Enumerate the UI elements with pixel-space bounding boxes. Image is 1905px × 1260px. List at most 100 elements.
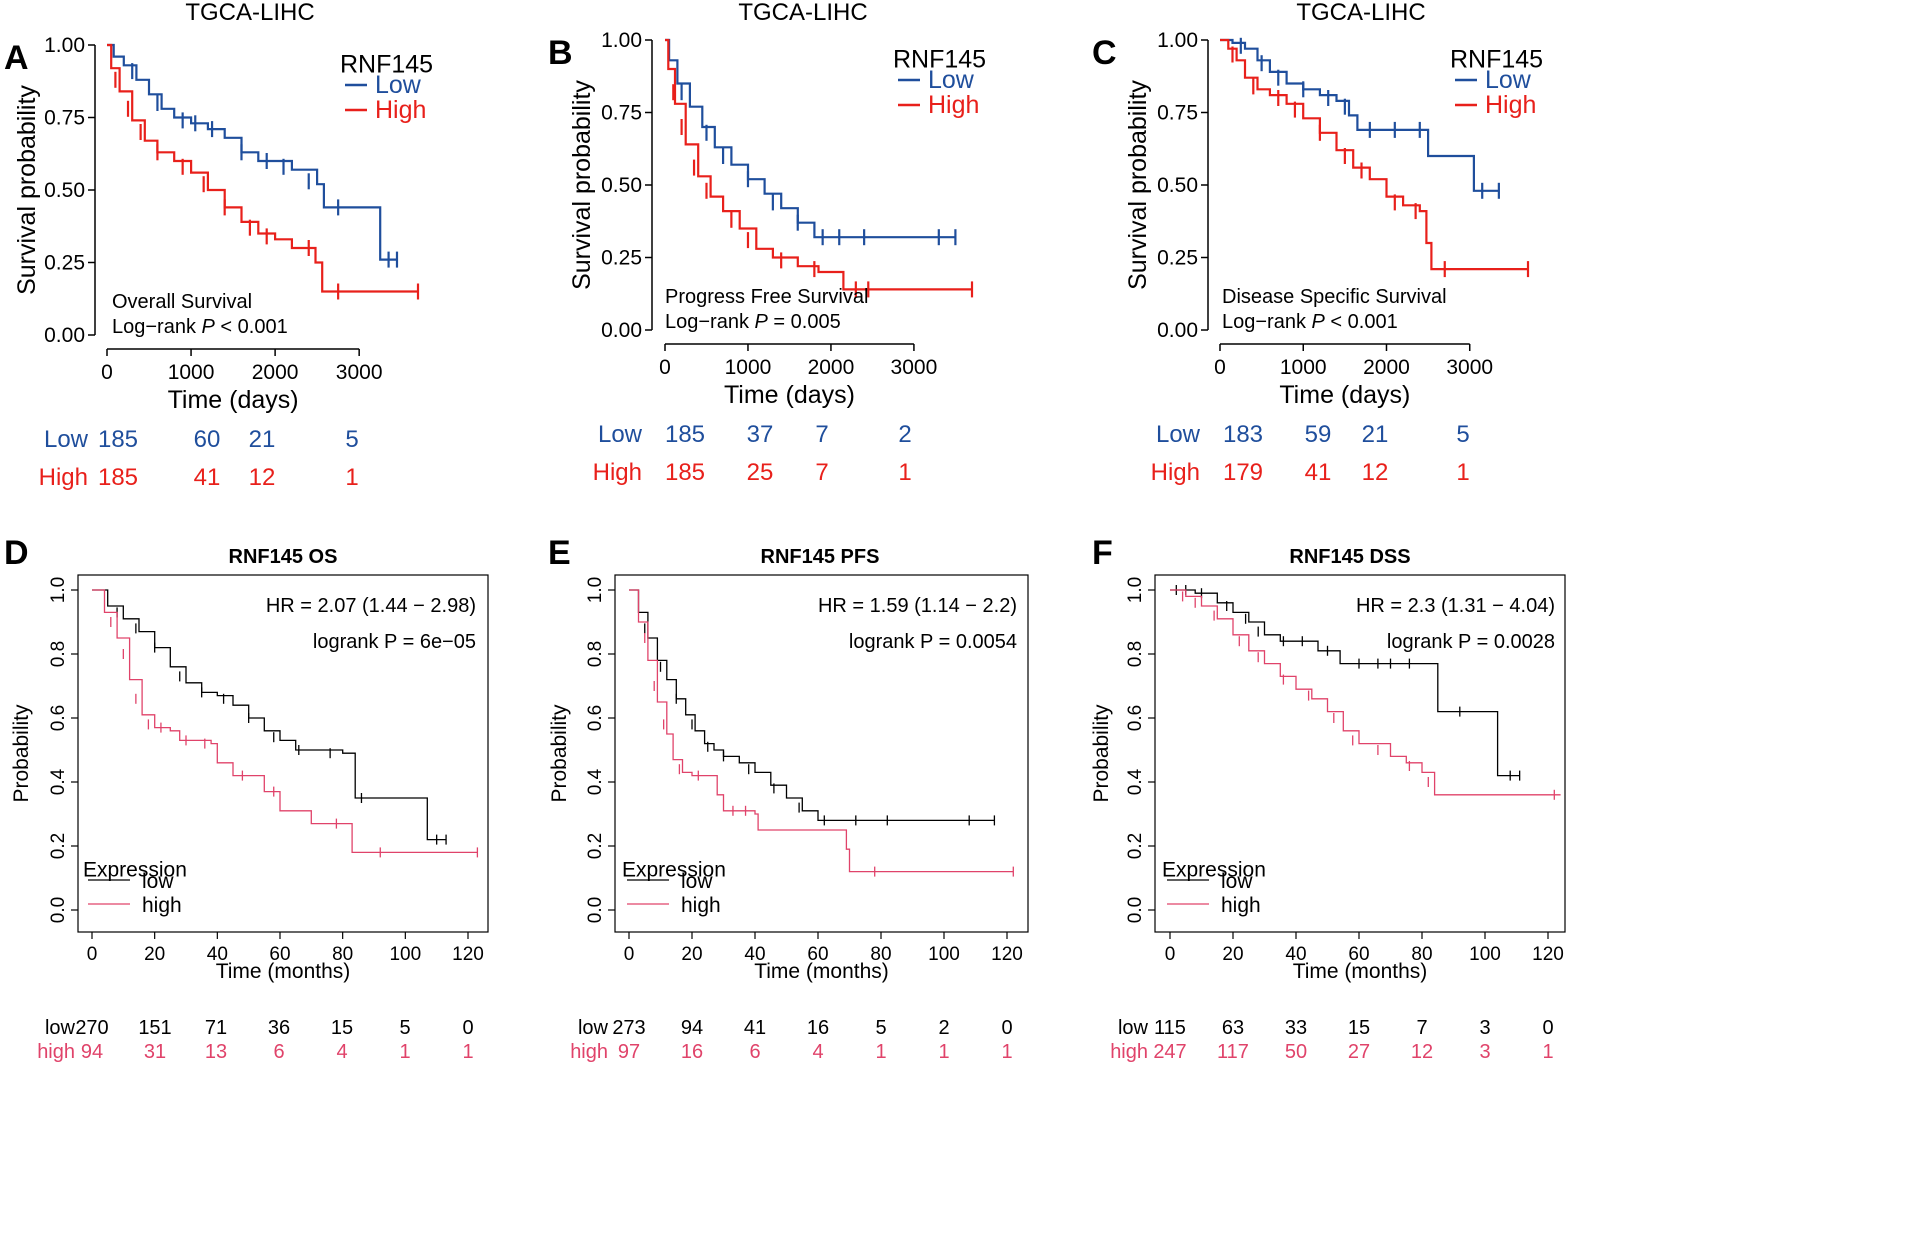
logrank-value: = 0.005 xyxy=(768,311,841,333)
chart-title: RNF145 DSS xyxy=(1289,546,1410,568)
y-tick-label: 0.0 xyxy=(1125,897,1146,923)
y-tick-label: 0.50 xyxy=(601,174,642,197)
y-tick-label: 0.25 xyxy=(1157,247,1198,270)
risk-count: 273 xyxy=(612,1017,645,1039)
risk-count: 59 xyxy=(1305,421,1332,448)
x-tick-label: 3000 xyxy=(891,356,938,379)
survival-curve-low xyxy=(1220,38,1499,192)
risk-count: 179 xyxy=(1223,459,1263,486)
risk-count: 2 xyxy=(898,421,911,448)
logrank-prefix: Log−rank xyxy=(1222,311,1312,333)
risk-count: 5 xyxy=(1456,421,1469,448)
risk-count: 25 xyxy=(747,459,774,486)
y-tick-label: 0.50 xyxy=(44,179,85,202)
risk-count: 31 xyxy=(144,1041,166,1063)
risk-count: 0 xyxy=(1542,1017,1553,1039)
risk-count: 94 xyxy=(681,1017,703,1039)
risk-count: 12 xyxy=(1362,459,1389,486)
risk-count: 6 xyxy=(273,1041,284,1063)
x-tick-label: 60 xyxy=(807,944,828,965)
logrank-label: logrank P = 0.0054 xyxy=(849,631,1017,653)
y-tick-label: 0.75 xyxy=(601,102,642,125)
x-axis-label: Time (months) xyxy=(1293,960,1428,983)
survival-curve-high xyxy=(107,43,418,293)
risk-count: 115 xyxy=(1154,1017,1186,1039)
risk-count: 5 xyxy=(875,1017,886,1039)
risk-count: 41 xyxy=(1305,459,1332,486)
y-tick-label: 1.00 xyxy=(1157,29,1198,52)
x-tick-label: 0 xyxy=(624,944,635,965)
risk-row-label-high: high xyxy=(1110,1041,1148,1063)
x-tick-label: 100 xyxy=(928,944,960,965)
risk-count: 185 xyxy=(98,464,138,491)
y-axis-label: Probability xyxy=(10,704,33,803)
risk-count: 183 xyxy=(1223,421,1263,448)
survival-curve-high xyxy=(1170,589,1561,796)
hazard-ratio-label: HR = 2.07 (1.44 − 2.98) xyxy=(266,595,476,617)
legend-title: Expression xyxy=(83,858,187,881)
y-tick-label: 0.6 xyxy=(1125,705,1146,731)
risk-count: 37 xyxy=(747,421,774,448)
legend-title: RNF145 xyxy=(340,51,433,79)
y-tick-label: 0.00 xyxy=(1157,319,1198,342)
panel-letter: E xyxy=(548,534,571,572)
survival-type-label: Disease Specific Survival xyxy=(1222,286,1447,308)
logrank-prefix: Log−rank xyxy=(112,316,202,338)
risk-row-label-high: high xyxy=(37,1041,75,1063)
y-tick-label: 0.2 xyxy=(48,833,69,859)
legend-title: Expression xyxy=(622,858,726,881)
x-axis-label: Time (months) xyxy=(216,960,351,983)
logrank-value: < 0.001 xyxy=(1325,311,1398,333)
x-tick-label: 1000 xyxy=(1280,356,1327,379)
y-tick-label: 0.2 xyxy=(1125,833,1146,859)
logrank-label: logrank P = 6e−05 xyxy=(313,631,476,653)
y-tick-label: 1.0 xyxy=(48,577,69,603)
x-tick-label: 0 xyxy=(1214,356,1226,379)
risk-count: 27 xyxy=(1348,1041,1370,1063)
x-tick-label: 2000 xyxy=(1363,356,1410,379)
x-tick-label: 1000 xyxy=(725,356,772,379)
risk-count: 1 xyxy=(898,459,911,486)
x-tick-label: 80 xyxy=(332,944,353,965)
risk-count: 151 xyxy=(138,1017,171,1039)
y-tick-label: 1.0 xyxy=(585,577,606,603)
x-tick-label: 80 xyxy=(870,944,891,965)
x-tick-label: 60 xyxy=(1348,944,1369,965)
risk-count: 5 xyxy=(345,426,358,453)
logrank-p: P xyxy=(1312,311,1326,333)
panel-b: B TGCA-LIHC 0 1000 2000 3000 0.00 0.25 0.50 0.75 1… xyxy=(548,0,986,486)
y-tick-label: 0.6 xyxy=(585,705,606,731)
logrank-value: < 0.001 xyxy=(215,316,288,338)
legend-label-high: High xyxy=(928,91,979,119)
legend-label-high: High xyxy=(1485,91,1536,119)
y-tick-label: 0.0 xyxy=(48,897,69,923)
risk-count: 33 xyxy=(1285,1017,1307,1039)
x-tick-label: 80 xyxy=(1411,944,1432,965)
risk-count: 247 xyxy=(1153,1041,1186,1063)
risk-count: 3 xyxy=(1479,1017,1490,1039)
x-tick-label: 0 xyxy=(101,361,113,384)
x-axis-label: Time (days) xyxy=(724,381,855,409)
y-tick-label: 0.8 xyxy=(1125,641,1146,667)
x-tick-label: 120 xyxy=(452,944,484,965)
x-tick-label: 20 xyxy=(144,944,165,965)
risk-count: 0 xyxy=(462,1017,473,1039)
logrank-prefix: Log−rank xyxy=(665,311,755,333)
hazard-ratio-label: HR = 2.3 (1.31 − 4.04) xyxy=(1356,595,1555,617)
survival-curve-low xyxy=(629,589,995,822)
x-axis-label: Time (days) xyxy=(1279,381,1410,409)
x-tick-label: 2000 xyxy=(252,361,299,384)
legend-title: Expression xyxy=(1162,858,1266,881)
risk-count: 117 xyxy=(1217,1041,1249,1063)
risk-count: 1 xyxy=(1456,459,1469,486)
legend-title: RNF145 xyxy=(1450,46,1543,74)
risk-count: 185 xyxy=(98,426,138,453)
legend-label-low: Low xyxy=(1485,66,1532,94)
survival-curve-high xyxy=(665,38,972,291)
survival-curve-low xyxy=(92,589,447,841)
x-tick-label: 2000 xyxy=(808,356,855,379)
logrank-label: Log−rank P = 0.005 xyxy=(665,311,841,333)
legend-label-low: low xyxy=(142,870,174,893)
